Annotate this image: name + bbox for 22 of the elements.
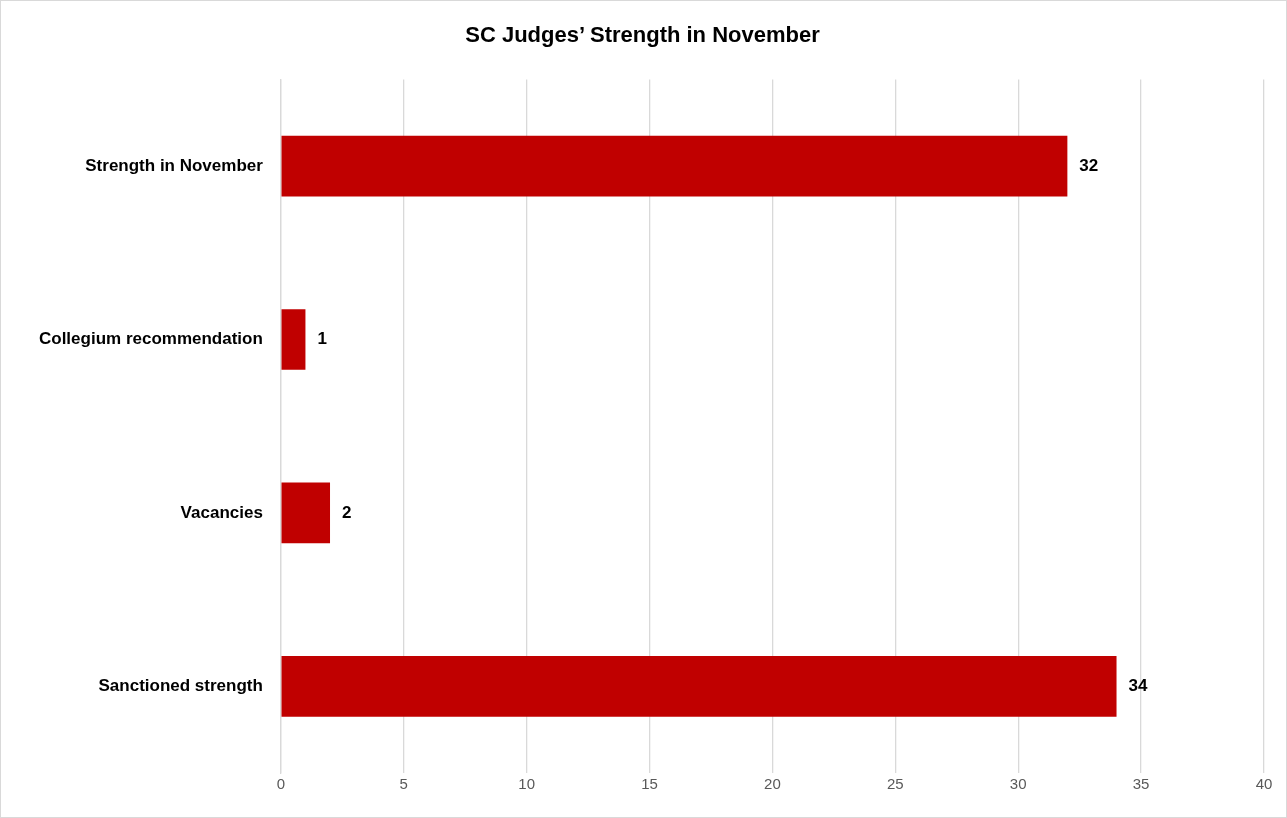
data-label: 1 bbox=[317, 329, 327, 349]
x-tick-label: 25 bbox=[886, 775, 904, 793]
bar bbox=[281, 135, 1068, 197]
x-tick-label: 30 bbox=[1009, 775, 1027, 793]
data-label: 2 bbox=[342, 502, 352, 522]
y-tick-label: Strength in November bbox=[85, 155, 264, 175]
x-tick-label: 20 bbox=[764, 775, 781, 793]
chart-title: SC Judges’ Strength in November bbox=[465, 22, 821, 48]
x-tick-label: 35 bbox=[1132, 775, 1150, 793]
y-tick-label: Vacancies bbox=[180, 502, 263, 522]
data-label: 32 bbox=[1079, 155, 1099, 175]
x-tick-label: 5 bbox=[399, 775, 408, 793]
data-label: 34 bbox=[1128, 675, 1148, 695]
bar bbox=[281, 309, 306, 370]
bar bbox=[281, 655, 1117, 717]
bar bbox=[281, 482, 331, 544]
x-tick-label: 10 bbox=[518, 775, 535, 793]
x-tick-label: 15 bbox=[641, 775, 658, 793]
y-tick-label: Collegium recommendation bbox=[38, 329, 263, 349]
x-tick-label: 0 bbox=[276, 775, 286, 793]
x-tick-label: 40 bbox=[1255, 775, 1273, 793]
y-tick-label: Sanctioned strength bbox=[98, 675, 263, 695]
